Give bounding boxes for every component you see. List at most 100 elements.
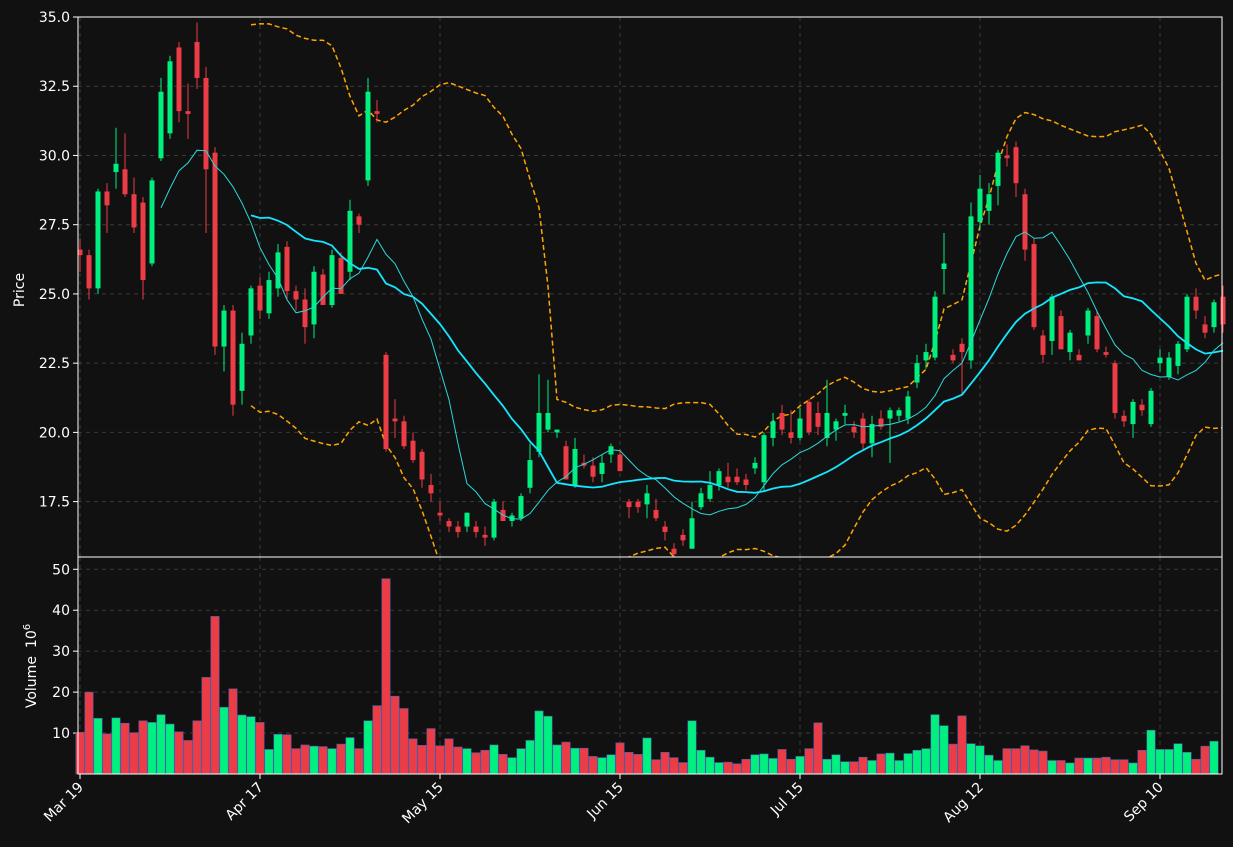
volume-bar — [363, 720, 373, 775]
price-tick-label: 22.5 — [39, 356, 70, 372]
volume-tick-label: 30 — [52, 644, 70, 660]
volume-bar — [309, 745, 319, 775]
volume-bar — [993, 760, 1003, 775]
volume-bar — [1110, 759, 1120, 775]
candle-body — [1022, 194, 1028, 250]
volume-bars — [75, 578, 1219, 775]
candle-body — [1076, 354, 1082, 361]
x-tick-label: Sep 10 — [1121, 780, 1167, 826]
volume-bar — [345, 737, 355, 775]
candle-body — [212, 152, 218, 347]
candle-body — [779, 413, 785, 430]
volume-bar — [291, 748, 301, 775]
volume-tick-label: 50 — [52, 562, 70, 578]
candle-body — [230, 310, 236, 405]
price-tick-label: 27.5 — [39, 218, 70, 234]
candle-body — [1121, 415, 1127, 422]
candle-body — [743, 479, 749, 485]
volume-bar — [660, 751, 670, 775]
candle-body — [734, 476, 740, 483]
candle-body — [293, 291, 299, 300]
volume-bar — [138, 720, 148, 775]
candle-body — [140, 202, 146, 281]
candle-body — [194, 41, 200, 78]
x-tick-label: May 15 — [399, 780, 447, 828]
volume-grid — [78, 557, 1222, 774]
moving-average-slow-line — [250, 214, 1224, 494]
candle-body — [104, 191, 110, 206]
volume-bar — [831, 754, 841, 775]
candle-body — [518, 496, 524, 519]
volume-bar — [948, 743, 958, 775]
candle-body — [545, 413, 551, 430]
candle-body — [959, 343, 965, 353]
volume-bar — [552, 744, 562, 775]
candle-body — [617, 454, 623, 472]
volume-bar — [615, 742, 625, 775]
candle-body — [1220, 296, 1226, 325]
volume-bar — [300, 744, 310, 775]
candle-body — [221, 310, 227, 347]
volume-bar — [282, 734, 292, 775]
candle-body — [95, 191, 101, 289]
candle-body — [401, 421, 407, 447]
volume-bar — [1155, 749, 1165, 775]
candle-body — [1031, 244, 1037, 328]
candle-body — [905, 396, 911, 419]
candle-body — [1058, 316, 1064, 350]
volume-bar — [120, 722, 130, 775]
candle-body — [419, 451, 425, 480]
volume-bar — [201, 677, 211, 775]
volume-bar — [480, 749, 490, 775]
candle-body — [914, 363, 920, 383]
candle-body — [1004, 155, 1010, 159]
volume-bar — [165, 723, 175, 775]
candle-body — [833, 421, 839, 430]
volume-bar — [390, 695, 400, 775]
volume-bar — [957, 715, 967, 775]
candle-body — [1184, 296, 1190, 350]
volume-bar — [84, 691, 94, 775]
candle-body — [1139, 404, 1145, 411]
volume-bar — [795, 756, 805, 775]
volume-bar — [93, 718, 103, 775]
volume-axis-label: Volume 106 — [22, 624, 40, 708]
volume-bar — [624, 751, 634, 775]
volume-bar — [336, 743, 346, 775]
volume-bar — [543, 715, 553, 775]
volume-bar — [399, 708, 409, 775]
volume-bar — [75, 731, 85, 775]
candle-body — [626, 501, 632, 508]
volume-bar — [750, 754, 760, 775]
volume-bar — [1128, 762, 1138, 775]
volume-bar — [534, 710, 544, 775]
candle-body — [365, 91, 371, 181]
volume-frame — [77, 556, 1223, 775]
volume-label-text: Volume — [24, 656, 40, 708]
candle-body — [1211, 302, 1217, 328]
volume-bar — [507, 757, 517, 775]
volume-bar — [633, 754, 643, 775]
candle-body — [302, 299, 308, 328]
candle-body — [347, 210, 353, 272]
volume-bar — [237, 714, 247, 775]
volume-label-unit: 10 — [24, 630, 40, 648]
volume-bar — [147, 722, 157, 775]
volume-bar — [1101, 756, 1111, 775]
candle-body — [977, 188, 983, 222]
volume-bar — [588, 756, 598, 775]
candle-body — [869, 424, 875, 444]
volume-bar — [741, 758, 751, 775]
candle-body — [788, 432, 794, 438]
candle-body — [248, 288, 254, 336]
price-axis-label: Price — [12, 273, 28, 307]
candle-body — [1193, 296, 1199, 311]
candle-body — [167, 61, 173, 134]
volume-tick-label: 20 — [52, 685, 70, 701]
volume-bar — [1173, 743, 1183, 775]
volume-bar — [219, 706, 229, 775]
candle-body — [725, 476, 731, 483]
candle-body — [986, 194, 992, 211]
volume-bar — [525, 740, 535, 775]
